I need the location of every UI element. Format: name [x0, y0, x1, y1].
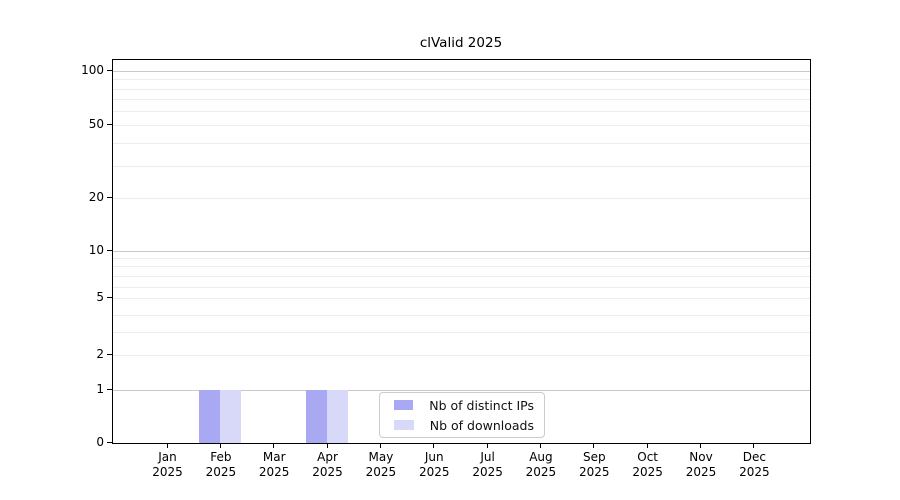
gridline-1 [113, 390, 810, 391]
gridline-minor-90 [113, 79, 810, 80]
gridline-100 [113, 71, 810, 72]
legend-label-downloads: Nb of downloads [429, 417, 534, 433]
plot-area [112, 59, 811, 444]
y-tick-10 [107, 250, 112, 251]
bar-downloads-apr [326, 389, 348, 443]
x-tick-sep [593, 443, 595, 448]
y-tick-label-10: 10 [88, 243, 104, 257]
x-tick-jul [486, 443, 488, 448]
legend-swatch-distinct-ips [394, 400, 414, 410]
y-tick-2 [107, 354, 112, 355]
y-tick-100 [107, 70, 112, 71]
legend-row-distinct-ips: Nb of distinct IPs [390, 398, 534, 413]
x-tick-label-jul: Jul 2025 [472, 450, 503, 479]
gridline-minor-40 [113, 143, 810, 144]
gridline-minor-60 [113, 111, 810, 112]
gridline-10 [113, 251, 810, 252]
x-tick-mar [273, 443, 275, 448]
y-tick-0 [107, 442, 112, 443]
x-tick-label-aug: Aug 2025 [525, 450, 557, 479]
y-tick-label-5: 5 [96, 290, 104, 304]
y-tick-50 [107, 124, 112, 125]
x-tick-apr [326, 443, 328, 448]
y-tick-label-1: 1 [96, 382, 104, 396]
x-tick-label-apr: Apr 2025 [312, 450, 343, 479]
x-tick-aug [539, 443, 541, 448]
gridline-2 [113, 355, 810, 356]
y-tick-20 [107, 197, 112, 198]
legend-row-downloads: Nb of downloads [390, 418, 534, 433]
x-tick-may [379, 443, 381, 448]
x-tick-label-nov: Nov 2025 [685, 450, 717, 479]
gridline-minor-80 [113, 89, 810, 90]
x-tick-oct [646, 443, 648, 448]
gridline-5 [113, 298, 810, 299]
y-tick-1 [107, 389, 112, 390]
x-tick-label-may: May 2025 [365, 450, 397, 479]
x-tick-jun [433, 443, 435, 448]
y-tick-label-2: 2 [96, 347, 104, 361]
gridline-minor-9 [113, 258, 810, 259]
gridline-20 [113, 198, 810, 199]
gridline-minor-70 [113, 99, 810, 100]
gridline-minor-7 [113, 276, 810, 277]
x-tick-label-oct: Oct 2025 [632, 450, 663, 479]
x-tick-dec [753, 443, 755, 448]
gridline-minor-4 [113, 315, 810, 316]
y-tick-label-50: 50 [88, 117, 104, 131]
x-tick-jan [166, 443, 168, 448]
gridline-minor-8 [113, 266, 810, 267]
y-tick-label-20: 20 [88, 190, 104, 204]
gridline-minor-30 [113, 166, 810, 167]
bar-distinct-ips-apr [305, 389, 327, 443]
y-tick-label-0: 0 [96, 435, 104, 449]
bar-downloads-feb [219, 389, 241, 443]
gridline-minor-3 [113, 332, 810, 333]
x-tick-label-sep: Sep 2025 [579, 450, 610, 479]
legend: Nb of distinct IPs Nb of downloads [379, 392, 545, 438]
bar-distinct-ips-feb [198, 389, 220, 443]
chart-title: clValid 2025 [419, 35, 503, 51]
y-tick-5 [107, 297, 112, 298]
x-tick-feb [219, 443, 221, 448]
gridline-minor-6 [113, 287, 810, 288]
x-tick-nov [700, 443, 701, 448]
x-tick-label-feb: Feb 2025 [205, 450, 237, 479]
legend-label-distinct-ips: Nb of distinct IPs [429, 397, 534, 413]
x-tick-label-mar: Mar 2025 [258, 450, 290, 479]
gridline-50 [113, 125, 810, 126]
legend-swatch-downloads [394, 420, 414, 430]
x-tick-label-jan: Jan 2025 [152, 450, 183, 479]
x-tick-label-jun: Jun 2025 [418, 450, 450, 479]
x-tick-label-dec: Dec 2025 [739, 450, 770, 479]
y-tick-label-100: 100 [81, 63, 104, 77]
